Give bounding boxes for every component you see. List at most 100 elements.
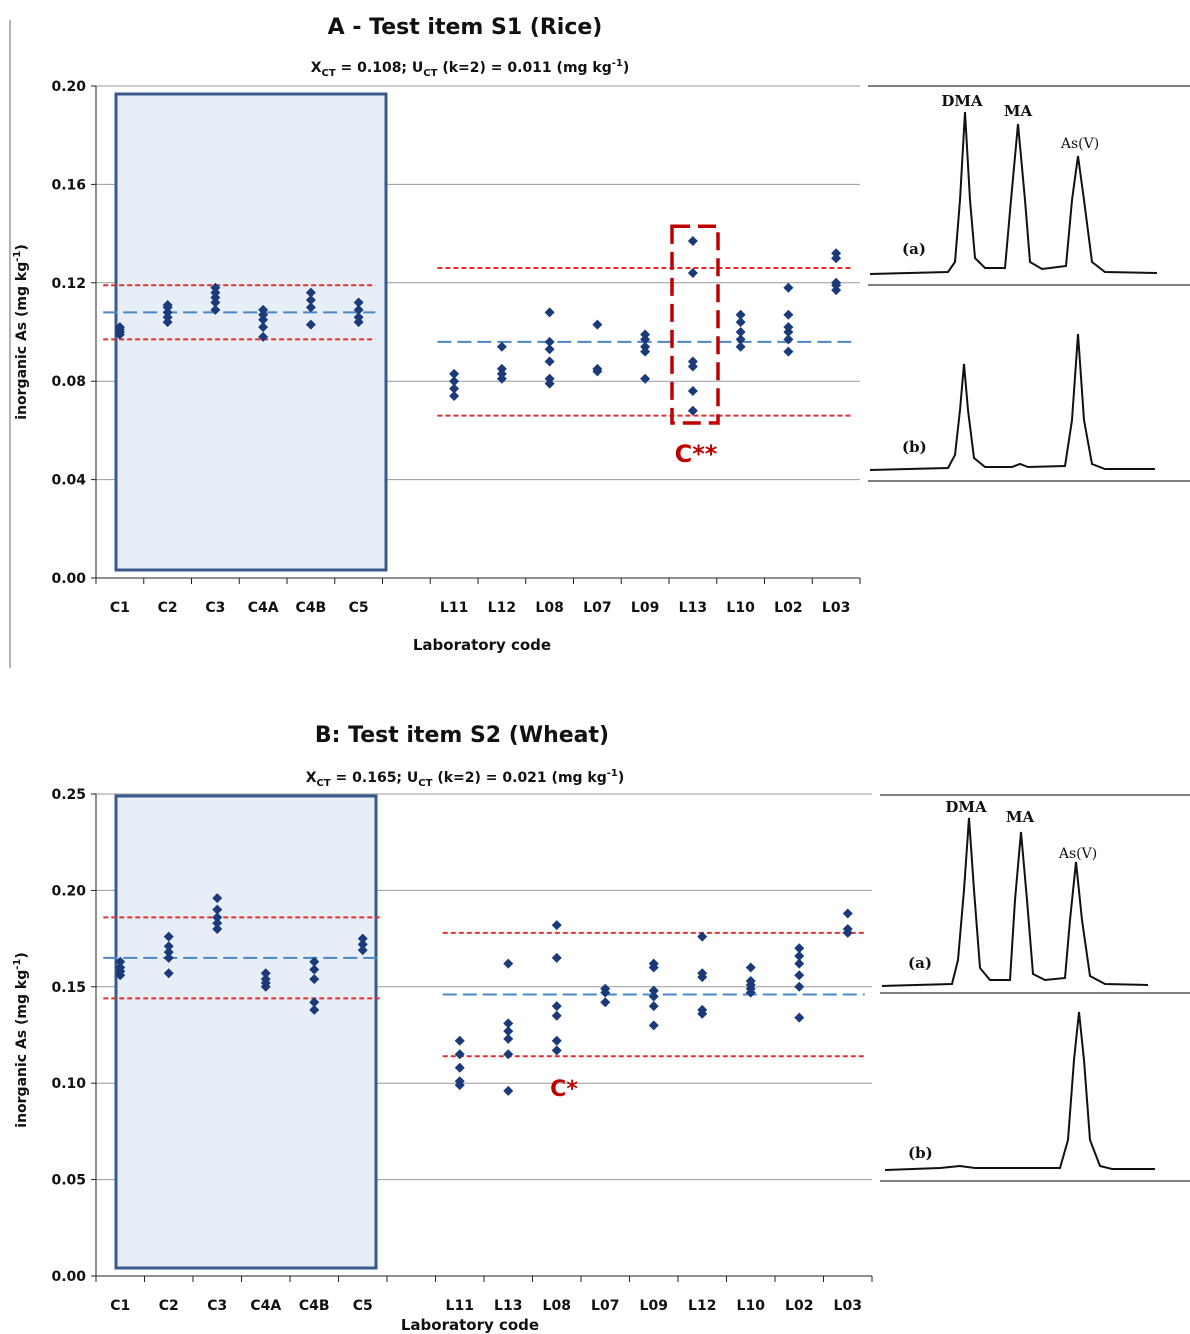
reference-labs-box-b (114, 794, 378, 1270)
data-point-l11 (454, 1076, 465, 1087)
data-point-l12 (697, 931, 708, 942)
xtick-label-l13: L13 (494, 1298, 522, 1314)
data-point-l08 (551, 1045, 562, 1056)
inset-b-label-b: (b) (908, 1144, 933, 1162)
xtick-label-l13: L13 (679, 600, 707, 616)
data-point-l12 (697, 968, 708, 979)
data-point-l02 (783, 322, 794, 333)
data-point-c2 (163, 931, 174, 942)
xtick-label-l12: L12 (488, 600, 516, 616)
data-point-l10 (735, 334, 746, 345)
data-point-c5 (357, 939, 368, 950)
annotation-a: C** (675, 440, 718, 468)
data-point-l11 (449, 368, 460, 379)
data-point-c4a (258, 304, 269, 315)
data-point-l11 (454, 1035, 465, 1046)
ytick-label-a: 0.16 (51, 177, 86, 193)
data-point-l10 (745, 976, 756, 987)
data-point-l08 (551, 1010, 562, 1021)
reference-labs-box-a (114, 92, 388, 572)
data-point-l02 (783, 309, 794, 320)
data-point-c2 (163, 941, 174, 952)
data-point-c2 (163, 968, 174, 979)
data-point-l13 (687, 235, 698, 246)
data-point-c4b (305, 287, 316, 298)
data-point-l07 (600, 997, 611, 1008)
data-point-l02 (783, 334, 794, 345)
data-point-c4b (309, 974, 320, 985)
xtick-label-l12: L12 (688, 1298, 716, 1314)
data-point-l13 (503, 1026, 514, 1037)
data-point-l11 (454, 1049, 465, 1060)
data-point-c3 (210, 282, 221, 293)
data-point-c1 (115, 962, 126, 973)
data-point-c4b (305, 295, 316, 306)
panel-b-inset: DMA MA As(V) (a) (b) (880, 794, 1190, 1182)
data-point-c3 (212, 923, 223, 934)
xtick-label-l08: L08 (535, 600, 563, 616)
data-point-l13 (687, 356, 698, 367)
data-point-l09 (640, 373, 651, 384)
data-point-l11 (454, 1062, 465, 1073)
panel-a-inset: DMA MA As(V) (a) (b) (868, 85, 1190, 482)
ytick-label-a: 0.20 (51, 79, 86, 95)
annotation-b: C* (550, 1077, 578, 1102)
data-point-l08 (551, 1035, 562, 1046)
data-point-l02 (783, 346, 794, 357)
data-point-l13 (687, 386, 698, 397)
data-point-c5 (353, 304, 364, 315)
inset-a-trace-b (869, 333, 1155, 471)
ytick-label-a: 0.12 (51, 276, 86, 292)
xtick-label-l09: L09 (631, 600, 659, 616)
data-point-l07 (592, 319, 603, 330)
data-point-c4b (309, 956, 320, 967)
xtick-label-c2: C2 (159, 1298, 179, 1314)
data-point-l09 (640, 341, 651, 352)
inset-a-label-a: (a) (902, 240, 926, 258)
data-point-l13 (687, 267, 698, 278)
data-point-c4a (260, 974, 271, 985)
outlier-box-a (670, 224, 720, 425)
panel-a-subtitle: XCT = 0.108; UCT (k=2) = 0.011 (mg kg-1) (311, 58, 630, 79)
data-point-c1 (115, 956, 126, 967)
xtick-label-l02: L02 (785, 1298, 813, 1314)
data-point-l02 (794, 981, 805, 992)
data-point-l13 (503, 1018, 514, 1029)
data-point-l12 (496, 341, 507, 352)
data-point-l13 (503, 1049, 514, 1060)
xtick-label-l07: L07 (591, 1298, 619, 1314)
panel-a-xlabel: Laboratory code (413, 636, 551, 654)
data-point-c4b (309, 964, 320, 975)
inset-a-trace-a (869, 111, 1158, 275)
inset-a-label-b: (b) (902, 438, 927, 456)
ytick-label-b: 0.10 (51, 1076, 86, 1092)
data-point-l10 (735, 317, 746, 328)
data-point-l12 (496, 363, 507, 374)
xtick-label-l07: L07 (583, 600, 611, 616)
data-point-c5 (357, 945, 368, 956)
panel-a: A - Test item S1 (Rice) XCT = 0.108; UCT… (9, 15, 630, 668)
inset-b-peak-ma: MA (1006, 808, 1035, 826)
ytick-label-b: 0.20 (51, 883, 86, 899)
inset-a-peak-dma: DMA (941, 92, 983, 110)
panel-a-ylabel: inorganic As (mg kg-1) (12, 244, 30, 419)
data-point-c4b (309, 997, 320, 1008)
data-point-l02 (794, 950, 805, 961)
xtick-label-l10: L10 (726, 600, 755, 616)
data-point-l08 (551, 952, 562, 963)
data-point-l10 (745, 962, 756, 973)
xtick-label-c3: C3 (205, 600, 225, 616)
data-point-l10 (735, 341, 746, 352)
data-point-c3 (212, 904, 223, 915)
ytick-label-b: 0.15 (51, 980, 86, 996)
data-point-l09 (640, 329, 651, 340)
panel-b-ylabel: inorganic As (mg kg-1) (12, 952, 30, 1127)
data-point-l03 (842, 923, 853, 934)
xtick-label-c5: C5 (353, 1298, 373, 1314)
xtick-label-c1: C1 (110, 1298, 130, 1314)
chart-b-plot: 0.00 0.05 0.10 0.15 0.20 0.25 C1 C2 C3 C4A C4B C5 L1… (51, 787, 873, 1314)
xtick-label-c4b: C4B (296, 600, 327, 616)
ytick-label-b: 0.25 (51, 787, 86, 803)
data-point-l09 (648, 1001, 659, 1012)
data-point-c4a (258, 331, 269, 342)
